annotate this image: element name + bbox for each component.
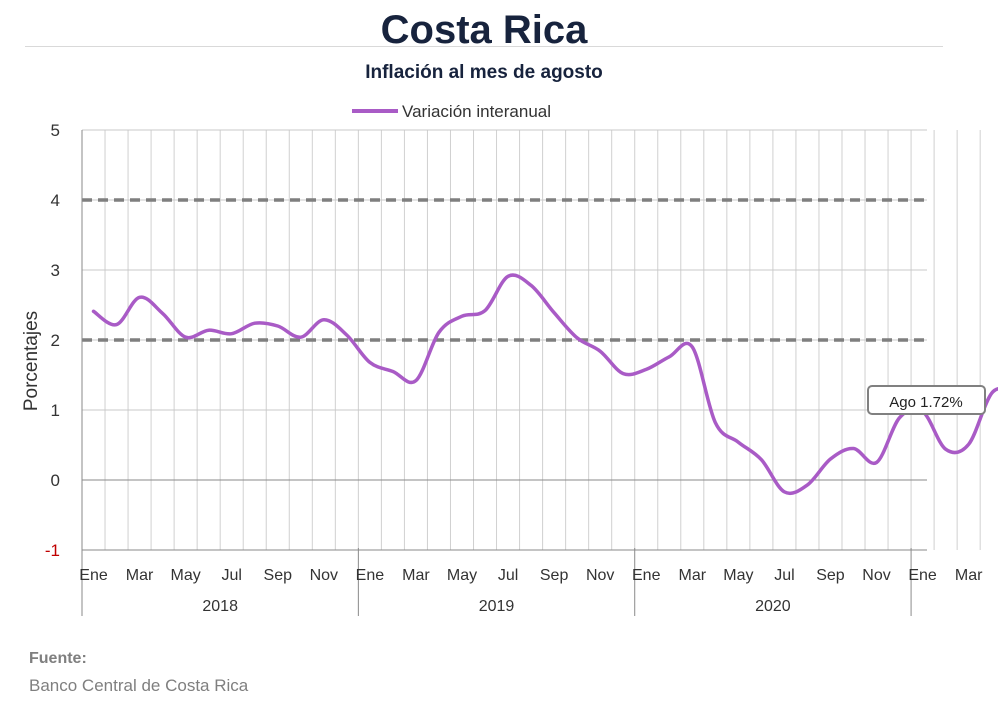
data-point [760, 458, 764, 462]
x-tick-label: Nov [310, 567, 338, 584]
y-tick-label: 2 [51, 331, 60, 350]
data-point [414, 379, 418, 383]
y-tick-label: 3 [51, 261, 60, 280]
x-tick-label: Jul [221, 567, 241, 584]
data-point [345, 333, 349, 337]
x-tick-label: Mar [955, 567, 983, 584]
data-point [506, 275, 510, 279]
x-year-label: 2019 [479, 598, 515, 615]
x-tick-label: Nov [862, 567, 890, 584]
data-point [621, 372, 625, 376]
x-year-label: 2020 [755, 598, 791, 615]
x-tick-label: May [723, 567, 753, 584]
data-point [230, 332, 234, 336]
data-point [207, 328, 211, 332]
data-point [437, 331, 441, 335]
x-tick-label: Mar [126, 567, 154, 584]
title-divider [25, 46, 943, 47]
data-point [967, 443, 971, 447]
x-tick-label: May [447, 567, 477, 584]
y-tick-label: 1 [51, 401, 60, 420]
y-tick-label: 5 [51, 121, 60, 140]
source-label: Fuente: [29, 650, 87, 667]
data-point [322, 318, 326, 322]
data-point [690, 345, 694, 349]
y-axis-label: Porcentajes [21, 311, 42, 411]
data-point [483, 309, 487, 313]
x-tick-label: Ene [79, 567, 108, 584]
data-point [598, 349, 602, 353]
x-tick-label: Ene [632, 567, 661, 584]
data-point [714, 421, 718, 425]
chart-legend: Variación interanual [352, 102, 551, 121]
inflation-line-chart: Variación interanual -1 0 1 2 3 4 5 Ene Mar May J… [21, 102, 998, 616]
data-point [644, 368, 648, 372]
data-point [276, 324, 280, 328]
data-point [875, 461, 879, 465]
x-tick-label: Nov [586, 567, 614, 584]
callout-box [867, 385, 986, 415]
y-tick-label: 0 [51, 471, 60, 490]
data-point [944, 447, 948, 451]
x-tick-label: Ene [356, 567, 385, 584]
data-point [529, 284, 533, 288]
chart-axes [81, 130, 927, 616]
data-point [138, 296, 142, 300]
data-point [184, 335, 188, 339]
data-point [552, 311, 556, 315]
chart-series [91, 273, 998, 496]
y-tick-label: 4 [51, 191, 60, 210]
data-point [299, 335, 303, 339]
y-tick-label: -1 [45, 541, 60, 560]
data-point [898, 416, 902, 420]
data-point [253, 321, 257, 325]
page-title: Costa Rica [380, 8, 588, 52]
x-tick-label: Mar [402, 567, 430, 584]
x-tick-label: May [171, 567, 201, 584]
source-text: Banco Central de Costa Rica [29, 676, 249, 695]
x-tick-label: Sep [540, 567, 569, 584]
data-point [667, 355, 671, 359]
series-line-variacion-interanual [91, 273, 998, 496]
data-point [115, 323, 119, 327]
x-tick-label: Jul [774, 567, 794, 584]
data-point [575, 336, 579, 340]
x-year-label: 2018 [202, 598, 238, 615]
chart-subtitle: Inflación al mes de agosto [365, 62, 603, 83]
data-point [990, 391, 994, 395]
data-point [783, 490, 787, 494]
last-value-callout: Ago 1.72% [867, 385, 986, 415]
reference-lines [82, 198, 927, 342]
data-point [92, 310, 96, 314]
x-tick-label: Sep [264, 567, 293, 584]
data-point [368, 361, 372, 365]
data-point [391, 370, 395, 374]
data-point [829, 457, 833, 461]
callout-label: Ago 1.72% [889, 394, 962, 411]
x-tick-label: Jul [498, 567, 518, 584]
data-point [806, 483, 810, 487]
data-point [852, 447, 856, 451]
y-axis-tick-labels: -1 0 1 2 3 4 5 [45, 121, 60, 560]
data-point [161, 312, 165, 316]
x-axis-tick-labels: Ene Mar May Jul Sep Nov Ene Mar May Jul Sep Nov Ene M… [79, 567, 983, 615]
data-point [460, 314, 464, 318]
data-point [737, 440, 741, 444]
legend-label-variacion: Variación interanual [402, 102, 551, 121]
x-tick-label: Ene [908, 567, 937, 584]
x-tick-label: Sep [816, 567, 845, 584]
x-tick-label: Mar [679, 567, 707, 584]
